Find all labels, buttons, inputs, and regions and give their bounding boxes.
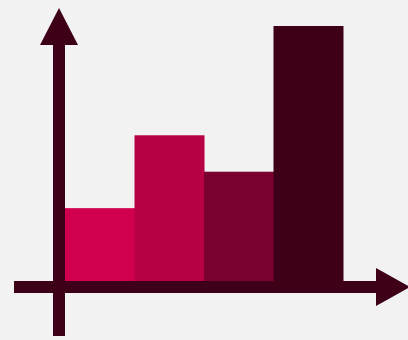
x-axis-arrowhead [376, 268, 408, 306]
axes-group [14, 8, 408, 336]
y-axis-arrowhead [40, 8, 78, 45]
bar-1 [65, 208, 135, 281]
bar-3 [204, 171, 274, 281]
bar-2 [134, 135, 205, 281]
bars-group [65, 26, 344, 281]
bar-4 [273, 26, 344, 281]
